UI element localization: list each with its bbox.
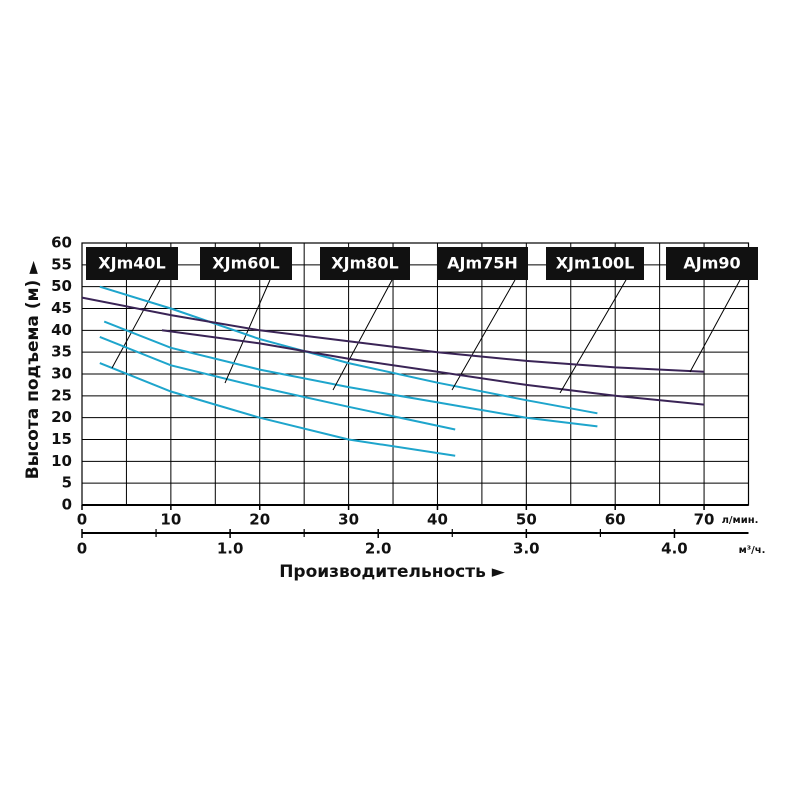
legend-label: AJm75H: [447, 254, 518, 273]
y-tick-label: 30: [51, 365, 72, 383]
legend-label: XJm100L: [556, 254, 635, 273]
legend-box: [546, 247, 644, 280]
y-tick-label: 45: [51, 299, 72, 317]
legend-label: AJm90: [683, 254, 740, 273]
x-tick-label: 30: [338, 511, 359, 529]
x-tick-label: 60: [605, 511, 626, 529]
x-tick-label: 50: [516, 511, 537, 529]
x2-tick-label: 3.0: [513, 540, 540, 558]
y-tick-label: 60: [51, 234, 72, 252]
x-tick-label: 20: [249, 511, 270, 529]
y-tick-label: 40: [51, 321, 72, 339]
y-tick-label: 5: [62, 474, 72, 492]
x2-unit: м³/ч.: [739, 545, 766, 556]
legend-label: XJm40L: [98, 254, 165, 273]
legend-box: [86, 247, 178, 280]
legend-label: XJm60L: [212, 254, 279, 273]
x-tick-label: 70: [694, 511, 715, 529]
series-line: [99, 362, 456, 457]
x-unit: л/мин.: [722, 515, 759, 526]
legend-box: [200, 247, 292, 280]
leader-line: [111, 279, 161, 369]
legend-box: [666, 247, 758, 280]
x2-tick-label: 1.0: [217, 540, 244, 558]
y-tick-label: 25: [51, 386, 72, 404]
y-axis-title: Высота подъема (м) ►: [23, 260, 43, 479]
y-tick-label: 50: [51, 277, 72, 295]
y-tick-label: 20: [51, 408, 72, 426]
legend-label: XJm80L: [331, 254, 398, 273]
x-tick-label: 40: [427, 511, 448, 529]
leader-line: [689, 279, 741, 373]
x2-tick-label: 4.0: [661, 540, 688, 558]
series-line: [81, 296, 705, 373]
x2-tick-label: 2.0: [365, 540, 392, 558]
y-tick-label: 15: [51, 430, 72, 448]
leader-line: [332, 279, 393, 391]
leader-line: [559, 279, 627, 394]
series-line: [103, 320, 598, 428]
y-tick-label: 10: [51, 452, 72, 470]
y-tick-label: 0: [62, 496, 72, 514]
series-line: [161, 329, 705, 406]
x2-tick-label: 0: [77, 540, 87, 558]
legend-box: [320, 247, 410, 280]
legend-box: [437, 247, 528, 280]
y-tick-label: 35: [51, 343, 72, 361]
y-tick-label: 55: [51, 255, 72, 273]
x-tick-label: 10: [160, 511, 181, 529]
leader-line: [451, 279, 516, 391]
series-line: [99, 285, 598, 415]
series-line: [99, 335, 456, 431]
x-tick-label: 0: [77, 511, 87, 529]
x-axis-title: Производительность ►: [279, 562, 506, 582]
leader-line: [224, 279, 271, 384]
